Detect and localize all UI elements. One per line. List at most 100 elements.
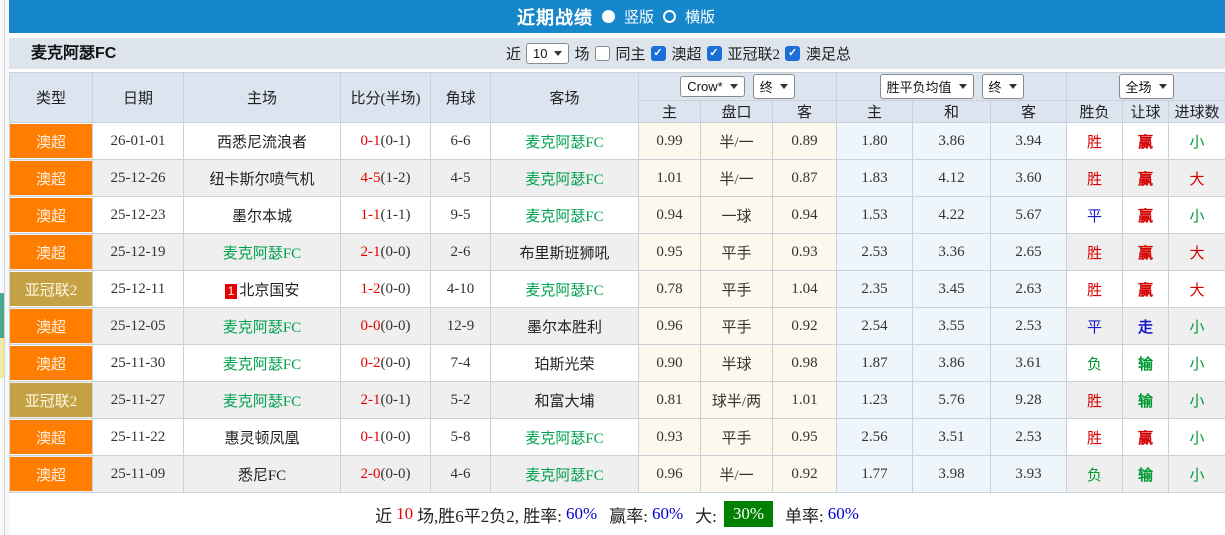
same-home-label[interactable]: 同主: [615, 47, 646, 63]
handicap-home-odds: 0.94: [638, 196, 701, 234]
handicap-line: 一球: [700, 196, 773, 234]
filter-checkbox-acl2[interactable]: ✓: [706, 46, 722, 61]
match-result: 平: [1066, 307, 1124, 345]
same-home-checkbox[interactable]: ✓: [594, 46, 610, 61]
odds-draw: 3.55: [912, 307, 992, 345]
league-badge: 澳超: [10, 457, 92, 491]
sub-header-handicap-home: 主: [638, 100, 701, 123]
score-cell: 1-2(0-0): [340, 270, 431, 308]
odds-home: 1.87: [836, 344, 914, 382]
corner-count: 4-10: [430, 270, 491, 308]
match-date: 25-12-23: [92, 196, 184, 234]
sub-header-handicap-line: 盘口: [700, 100, 773, 123]
chevron-down-icon: [554, 51, 563, 56]
vertical-layout-label[interactable]: 竖版: [624, 9, 655, 26]
filter-bar: 麦克阿瑟FC 近 10 场 ✓ 同主 ✓ 澳超 ✓ 亚冠联2 ✓ 澳足总: [9, 38, 1225, 69]
col-header-home: 主场: [183, 72, 341, 123]
match-date: 25-11-27: [92, 381, 184, 419]
match-result: 负: [1066, 344, 1124, 382]
odds-home: 2.56: [836, 418, 914, 456]
summary-single-label: 单率:: [785, 506, 824, 526]
away-team: 麦克阿瑟FC: [490, 122, 639, 160]
halftime-score: (0-1): [380, 391, 411, 408]
home-team: 墨尔本城: [183, 196, 341, 234]
chevron-down-icon: [1158, 84, 1167, 89]
col-header-date: 日期: [92, 72, 184, 123]
handicap-line: 平手: [700, 418, 773, 456]
summary-win-odds-rate: 60%: [651, 504, 684, 523]
handicap-home-odds: 0.96: [638, 455, 701, 493]
league-badge: 澳超: [10, 124, 92, 158]
handicap-line: 平手: [700, 307, 773, 345]
corner-count: 5-8: [430, 418, 491, 456]
filter-label-aus[interactable]: 澳超: [671, 47, 702, 63]
chevron-down-icon: [1008, 84, 1017, 89]
away-team: 墨尔本胜利: [490, 307, 639, 345]
odds-period-select[interactable]: 终: [981, 74, 1024, 99]
filter-label-acl2[interactable]: 亚冠联2: [727, 47, 781, 63]
match-count-select[interactable]: 10: [526, 43, 570, 64]
match-result: 平: [1066, 196, 1124, 234]
handicap-period-select[interactable]: 终: [752, 74, 795, 99]
halftime-score: (0-0): [380, 317, 411, 334]
near-label: 近: [506, 47, 522, 63]
away-team: 麦克阿瑟FC: [490, 159, 639, 197]
odds-home: 1.80: [836, 122, 914, 160]
odds-home: 1.23: [836, 381, 914, 419]
col-header-score: 比分(半场): [340, 72, 431, 123]
score-cell: 4-5(1-2): [340, 159, 431, 197]
league-badge: 亚冠联2: [10, 272, 92, 306]
match-date: 25-12-11: [92, 270, 184, 308]
handicap-home-odds: 0.93: [638, 418, 701, 456]
vertical-layout-radio[interactable]: [602, 10, 615, 23]
handicap-source-select[interactable]: Crow*: [680, 76, 745, 97]
horizontal-layout-label[interactable]: 横版: [685, 9, 716, 26]
halftime-score: (1-2): [380, 169, 411, 186]
chevron-down-icon: [729, 84, 738, 89]
handicap-home-odds: 0.90: [638, 344, 701, 382]
odds-source-select[interactable]: 胜平负均值: [879, 74, 974, 99]
odds-away: 2.63: [990, 270, 1068, 308]
summary-line: 近 10 场,胜6平2负2, 胜率: 60% 赢率: 60% 大: 30% 单率: 60%: [9, 493, 1225, 535]
goals-result: 小: [1168, 122, 1225, 160]
home-team: 麦克阿瑟FC: [183, 381, 341, 419]
horizontal-layout-radio[interactable]: [663, 10, 677, 23]
league-badge: 澳超: [10, 420, 92, 454]
handicap-line: 半/一: [700, 159, 773, 197]
handicap-away-odds: 1.04: [771, 270, 838, 308]
odds-home: 2.53: [836, 233, 914, 271]
odds-home: 1.53: [836, 196, 914, 234]
filter-checkbox-cup[interactable]: ✓: [785, 46, 801, 61]
odds-draw: 4.12: [912, 159, 992, 197]
handicap-result: 赢: [1122, 270, 1170, 308]
match-result: 胜: [1066, 418, 1124, 456]
odds-draw: 3.86: [912, 344, 992, 382]
odds-away: 3.93: [990, 455, 1068, 493]
odds-draw: 4.22: [912, 196, 992, 234]
handicap-result: 赢: [1122, 159, 1170, 197]
scope-select[interactable]: 全场: [1118, 74, 1174, 99]
table-row: 澳超 25-12-23 墨尔本城 1-1(1-1) 9-5 麦克阿瑟FC 0.94 一球 0.9…: [9, 196, 1225, 234]
league-type-cell: 澳超: [9, 307, 93, 345]
match-result: 胜: [1066, 381, 1124, 419]
sub-header-odds-home: 主: [836, 100, 914, 123]
handicap-home-odds: 0.81: [638, 381, 701, 419]
odds-away: 5.67: [990, 196, 1068, 234]
fulltime-score: 4-5: [360, 169, 381, 186]
col-header-away: 客场: [490, 72, 639, 123]
table-row: 亚冠联2 25-11-27 麦克阿瑟FC 2-1(0-1) 5-2 和富大埔 0.81 球半/…: [9, 381, 1225, 419]
filter-label-cup[interactable]: 澳足总: [806, 47, 852, 63]
corner-count: 4-6: [430, 455, 491, 493]
sub-header-handicap-away: 客: [771, 100, 838, 123]
handicap-line: 平手: [700, 270, 773, 308]
team-name: 麦克阿瑟FC: [31, 45, 117, 62]
handicap-result: 赢: [1122, 418, 1170, 456]
handicap-away-odds: 0.93: [771, 233, 838, 271]
match-date: 25-12-26: [92, 159, 184, 197]
halftime-score: (0-0): [380, 280, 411, 297]
away-team: 和富大埔: [490, 381, 639, 419]
filter-checkbox-aus[interactable]: ✓: [650, 46, 666, 61]
match-date: 25-12-05: [92, 307, 184, 345]
league-badge: 亚冠联2: [10, 383, 92, 417]
odds-home: 1.77: [836, 455, 914, 493]
